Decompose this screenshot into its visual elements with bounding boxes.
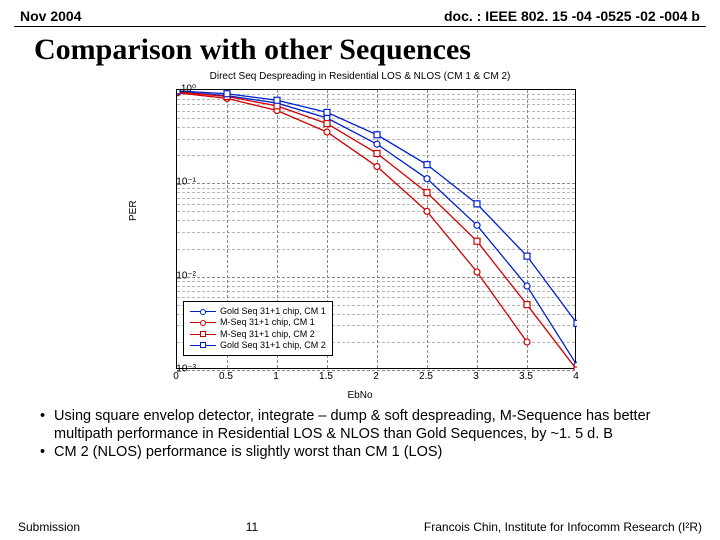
legend-item: M-Seq 31+1 chip, CM 2 (190, 329, 326, 340)
x-tick-label: 2.5 (419, 371, 433, 382)
x-tick-label: 3.5 (519, 371, 533, 382)
y-axis-label: PER (128, 200, 139, 221)
y-tick-label: 10⁰ (181, 84, 196, 95)
header-doc: doc. : IEEE 802. 15 -04 -0525 -02 -004 b (444, 8, 700, 24)
x-tick-label: 4 (573, 371, 579, 382)
page-title: Comparison with other Sequences (0, 27, 720, 71)
footer-right: Francois Chin, Institute for Infocomm Re… (424, 520, 702, 534)
footer-page: 11 (246, 520, 258, 534)
slide-header: Nov 2004 doc. : IEEE 802. 15 -04 -0525 -… (0, 0, 720, 26)
legend-item: M-Seq 31+1 chip, CM 1 (190, 317, 326, 328)
legend-label: Gold Seq 31+1 chip, CM 1 (220, 306, 326, 317)
chart-title: Direct Seq Despreading in Residential LO… (120, 71, 600, 82)
legend-label: M-Seq 31+1 chip, CM 1 (220, 317, 315, 328)
x-tick-label: 0 (173, 371, 179, 382)
legend-label: M-Seq 31+1 chip, CM 2 (220, 329, 315, 340)
y-tick-label: 10⁻¹ (176, 177, 196, 188)
x-axis-label: EbNo (120, 390, 600, 401)
bullet-item: •CM 2 (NLOS) performance is slightly wor… (40, 443, 690, 461)
x-tick-label: 2 (373, 371, 379, 382)
header-date: Nov 2004 (20, 8, 81, 24)
legend-label: Gold Seq 31+1 chip, CM 2 (220, 340, 326, 351)
chart-container: Direct Seq Despreading in Residential LO… (120, 71, 600, 401)
x-tick-label: 1 (273, 371, 279, 382)
footer-left: Submission (18, 520, 80, 534)
y-tick-label: 10⁻² (176, 270, 196, 281)
x-tick-label: 1.5 (319, 371, 333, 382)
chart-legend: Gold Seq 31+1 chip, CM 1M-Seq 31+1 chip,… (183, 301, 333, 356)
x-tick-label: 3 (473, 371, 479, 382)
bullet-list: •Using square envelop detector, integrat… (0, 401, 720, 461)
x-tick-label: 0.5 (219, 371, 233, 382)
slide-footer: Submission 11 Francois Chin, Institute f… (0, 520, 720, 534)
legend-item: Gold Seq 31+1 chip, CM 1 (190, 306, 326, 317)
legend-item: Gold Seq 31+1 chip, CM 2 (190, 340, 326, 351)
bullet-item: •Using square envelop detector, integrat… (40, 407, 690, 443)
y-tick-label: 10⁻³ (176, 364, 196, 375)
plot-area: Gold Seq 31+1 chip, CM 1M-Seq 31+1 chip,… (176, 89, 576, 369)
